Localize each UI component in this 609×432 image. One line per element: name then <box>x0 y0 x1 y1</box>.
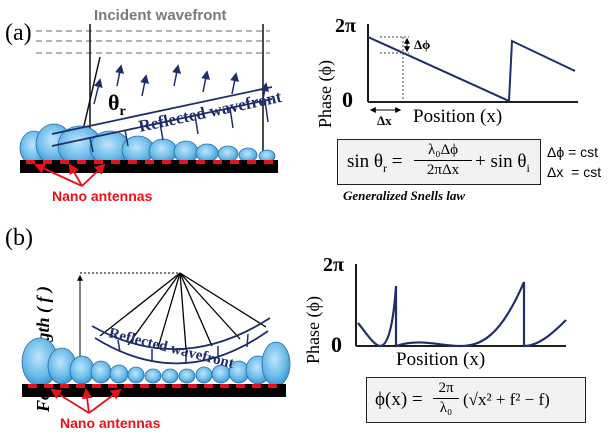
nano-antenna <box>213 160 222 164</box>
nano-antenna <box>230 160 239 164</box>
plot-a-y-axis-label: Phase (ϕ) <box>315 60 336 128</box>
nano-antenna <box>236 384 245 388</box>
nano-antenna <box>94 160 103 164</box>
nano-antenna <box>60 384 69 388</box>
nano-antenna <box>172 384 181 388</box>
nano-antenna <box>44 384 53 388</box>
plot-a-y-top-label: 2π <box>335 15 356 37</box>
plot-a-delta-phi-label: Δϕ <box>414 37 430 52</box>
snells-law-denominator: 2πΔx <box>426 162 460 178</box>
nano-antenna <box>179 160 188 164</box>
nano-antenna <box>204 384 213 388</box>
nano-antenna <box>264 160 273 164</box>
reflected-wavefront-b <box>91 317 271 365</box>
incident-wavefront-label: Incident wavefront <box>94 7 227 24</box>
panel-b-label: (b) <box>5 225 33 251</box>
nano-antenna <box>220 384 229 388</box>
nano-antenna <box>156 384 165 388</box>
nano-antenna <box>252 384 261 388</box>
snells-law-lhs: sin θr = <box>347 151 403 175</box>
nano-antenna <box>124 384 133 388</box>
snells-law-numerator: λ₀Δϕ <box>427 142 459 158</box>
phase-plot-a <box>367 24 578 113</box>
nano-antenna <box>196 160 205 164</box>
phase-profile-rhs: (√x² + f² − f) <box>463 390 550 409</box>
nano-antenna <box>162 160 171 164</box>
plot-b-y-axis-label: Phase (ϕ) <box>303 296 324 364</box>
const-phi-label: Δϕ = cst <box>547 144 599 160</box>
phase-plot-b <box>355 264 567 348</box>
nano-antenna <box>145 160 154 164</box>
nano-antenna <box>60 160 69 164</box>
const-x-label: Δx = cst <box>547 164 602 180</box>
nano-antenna <box>140 384 149 388</box>
nano-antenna <box>188 384 197 388</box>
nano-antennas-label-a: Nano antennas <box>52 188 153 204</box>
reflected-wavefront-a <box>51 86 273 153</box>
nano-antennas-a <box>26 160 273 164</box>
nano-antenna <box>247 160 256 164</box>
theta-r-label: θr <box>108 90 126 119</box>
antenna-pointer-arrows-a <box>34 163 106 187</box>
antenna-bubbles-b <box>21 337 291 387</box>
plot-a-y-zero-label: 0 <box>342 87 353 112</box>
phase-profile-fraction-bar <box>433 398 459 399</box>
plot-b-x-axis-label: Position (x) <box>396 349 485 370</box>
converging-rays <box>99 272 267 350</box>
snells-law-rhs: + sin θi <box>475 151 530 175</box>
nano-antenna <box>128 160 137 164</box>
plot-a-phase-curve <box>367 36 576 103</box>
nano-antenna <box>108 384 117 388</box>
snells-law-equation-box: sin θr = λ₀Δϕ 2πΔx + sin θi <box>337 139 541 185</box>
phase-profile-lhs: ϕ(x) = <box>375 389 423 410</box>
snells-law-fraction: λ₀Δϕ 2πΔx <box>414 142 472 179</box>
plot-a-x-axis-label: Position (x) <box>413 106 502 127</box>
nano-antenna <box>43 160 52 164</box>
plot-b-y-top-label: 2π <box>323 254 344 276</box>
nano-antennas-label-b: Nano antennas <box>60 415 161 431</box>
nano-antenna <box>268 384 277 388</box>
plot-b-phase-curve <box>357 281 567 348</box>
reflected-wavefront-label-b: Reflected wavefront <box>107 325 235 372</box>
phase-profile-fraction: 2π λ₀ <box>433 380 459 417</box>
nano-antenna <box>77 160 86 164</box>
phase-profile-equation-box: ϕ(x) = 2π λ₀ (√x² + f² − f) <box>366 377 586 423</box>
nano-antenna <box>76 384 85 388</box>
nano-antenna <box>111 160 120 164</box>
phase-profile-numerator: 2π <box>438 380 454 396</box>
panel-a-label: (a) <box>5 20 32 46</box>
snells-law-caption: Generalized Snells law <box>343 188 466 203</box>
nano-antenna <box>28 384 37 388</box>
plot-a-delta-x-label: Δx <box>377 113 392 128</box>
nano-antennas-b <box>28 384 277 388</box>
reflected-arrows <box>93 64 270 105</box>
phase-profile-denominator: λ₀ <box>439 400 453 416</box>
plot-b-y-zero-label: 0 <box>331 332 342 357</box>
nano-antenna <box>92 384 101 388</box>
nano-antenna <box>26 160 35 164</box>
snells-law-fraction-bar <box>414 160 472 161</box>
antenna-pointer-arrows-b <box>50 387 122 414</box>
